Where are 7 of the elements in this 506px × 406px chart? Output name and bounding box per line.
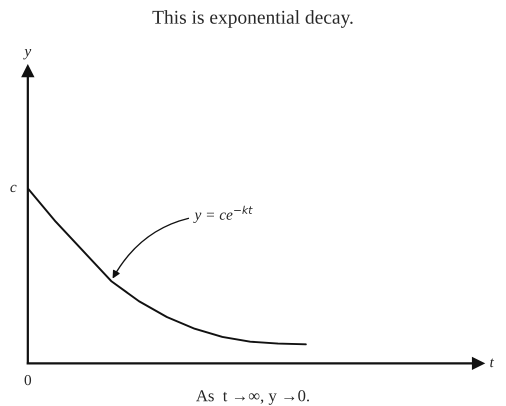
text: 0 xyxy=(24,374,32,386)
text: t xyxy=(490,358,494,368)
chart-title: This is exponential decay. xyxy=(152,10,353,28)
annotation: y = ce$^{−kt}$ xyxy=(193,206,253,223)
text: As t →∞, y →0. xyxy=(196,390,309,405)
annotation: c xyxy=(10,184,17,192)
text: y xyxy=(23,49,32,60)
